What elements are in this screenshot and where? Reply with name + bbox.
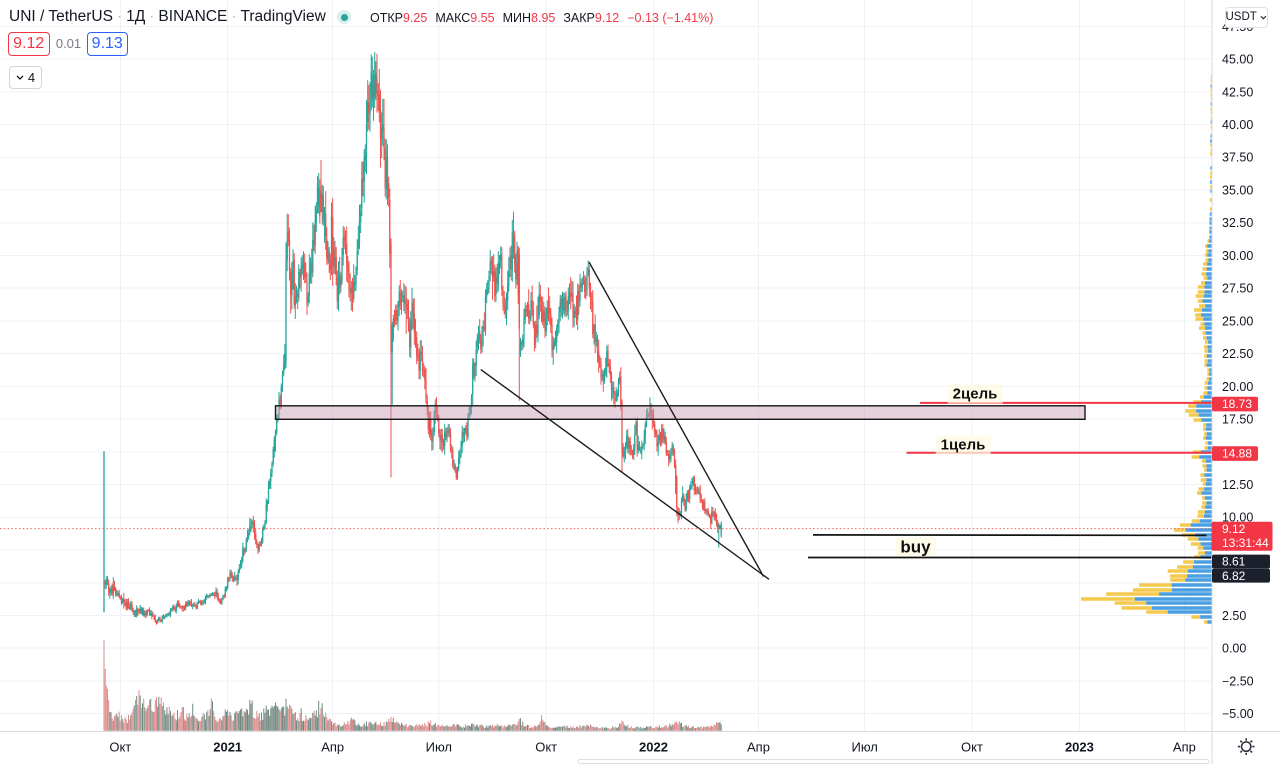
svg-text:9.12: 9.12	[1222, 522, 1246, 536]
svg-text:Окт: Окт	[961, 740, 983, 755]
svg-text:6.82: 6.82	[1222, 569, 1246, 583]
svg-text:42.50: 42.50	[1222, 85, 1253, 99]
svg-text:Июл: Июл	[851, 740, 877, 755]
svg-text:18.73: 18.73	[1222, 397, 1252, 411]
svg-text:2021: 2021	[213, 740, 242, 755]
svg-text:17.50: 17.50	[1222, 413, 1253, 427]
svg-text:2.50: 2.50	[1222, 609, 1246, 623]
svg-text:Апр: Апр	[747, 740, 770, 755]
svg-text:27.50: 27.50	[1222, 282, 1253, 296]
svg-text:20.00: 20.00	[1222, 380, 1253, 394]
svg-text:2022: 2022	[639, 740, 668, 755]
svg-text:30.00: 30.00	[1222, 249, 1253, 263]
svg-text:22.50: 22.50	[1222, 347, 1253, 361]
svg-text:−2.50: −2.50	[1222, 674, 1254, 688]
svg-text:Июл: Июл	[426, 740, 452, 755]
svg-text:Окт: Окт	[535, 740, 557, 755]
svg-text:10.00: 10.00	[1222, 511, 1253, 525]
svg-text:2023: 2023	[1065, 740, 1094, 755]
svg-text:37.50: 37.50	[1222, 151, 1253, 165]
svg-text:32.50: 32.50	[1222, 216, 1253, 230]
svg-text:35.00: 35.00	[1222, 184, 1253, 198]
svg-text:13:31:44: 13:31:44	[1222, 536, 1269, 550]
svg-text:40.00: 40.00	[1222, 118, 1253, 132]
svg-text:Апр: Апр	[321, 740, 344, 755]
svg-text:Окт: Окт	[109, 740, 131, 755]
svg-text:25.00: 25.00	[1222, 314, 1253, 328]
svg-text:12.50: 12.50	[1222, 478, 1253, 492]
svg-text:−5.00: −5.00	[1222, 707, 1254, 721]
svg-text:14.88: 14.88	[1222, 447, 1252, 461]
svg-text:8.61: 8.61	[1222, 555, 1246, 569]
svg-text:45.00: 45.00	[1222, 53, 1253, 67]
svg-text:0.00: 0.00	[1222, 642, 1246, 656]
svg-text:Апр: Апр	[1173, 740, 1196, 755]
